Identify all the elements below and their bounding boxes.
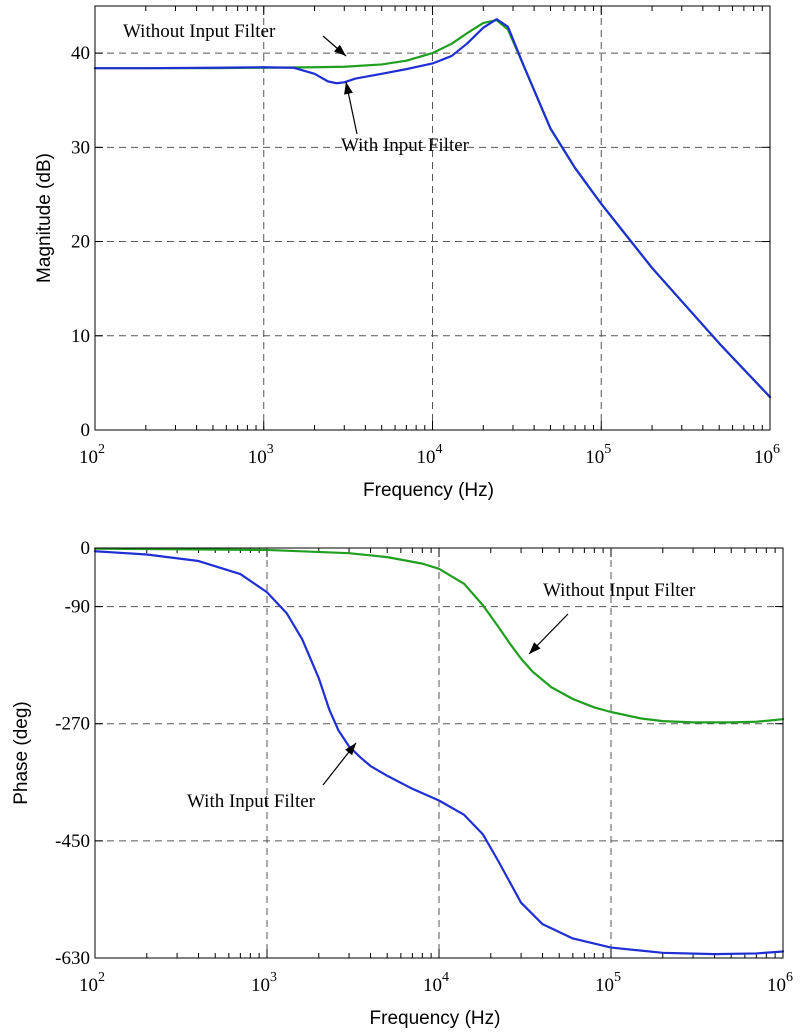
- plot-frame: [94, 547, 784, 959]
- x-axis-label: Frequency (Hz): [363, 480, 494, 501]
- annotation-label: With Input Filter: [187, 791, 316, 812]
- y-tick-label: -90: [65, 597, 90, 618]
- y-tick-label: 40: [71, 43, 90, 64]
- x-tick-label: 102: [79, 442, 105, 468]
- y-axis-label: Phase (deg): [11, 701, 32, 805]
- annotation-label: With Input Filter: [341, 135, 470, 156]
- x-tick-label: 102: [79, 970, 105, 996]
- x-tick-label: 106: [767, 970, 793, 996]
- series-line: [93, 547, 785, 724]
- annotation-arrowhead: [345, 743, 356, 756]
- y-tick-label: 0: [81, 538, 91, 559]
- x-tick-label: 104: [423, 970, 449, 996]
- series-line: [93, 550, 785, 956]
- y-tick-label: -630: [55, 948, 90, 969]
- annotation-arrowhead: [333, 44, 346, 56]
- x-tick-label: 105: [585, 442, 611, 468]
- x-tick-label: 104: [417, 442, 443, 468]
- x-tick-label: 106: [754, 442, 780, 468]
- y-tick-label: -450: [55, 831, 90, 852]
- annotation-label: Without Input Filter: [543, 580, 696, 601]
- annotation-arrowhead: [344, 82, 353, 95]
- y-axis-label: Magnitude (dB): [34, 153, 55, 283]
- x-tick-label: 103: [248, 442, 274, 468]
- y-tick-label: -270: [55, 714, 90, 735]
- x-tick-label: 105: [595, 970, 621, 996]
- plot-frame: [94, 5, 771, 431]
- annotation-arrowhead: [529, 642, 541, 654]
- x-tick-label: 103: [251, 970, 277, 996]
- y-tick-label: 20: [71, 232, 90, 253]
- x-axis-label: Frequency (Hz): [370, 1008, 501, 1029]
- series-line: [93, 18, 772, 399]
- phase-chart: 102 103 104 105 106 0 -90 -270 -450 -630 Without I…: [11, 538, 793, 1029]
- annotation-label: Without Input Filter: [123, 21, 276, 42]
- y-tick-label: 30: [71, 137, 90, 158]
- magnitude-chart: 102 103 104 105 106 0 10 20 30 40 Without Input Fi…: [34, 5, 780, 501]
- y-tick-label: 10: [71, 326, 90, 347]
- y-tick-label: 0: [81, 420, 91, 441]
